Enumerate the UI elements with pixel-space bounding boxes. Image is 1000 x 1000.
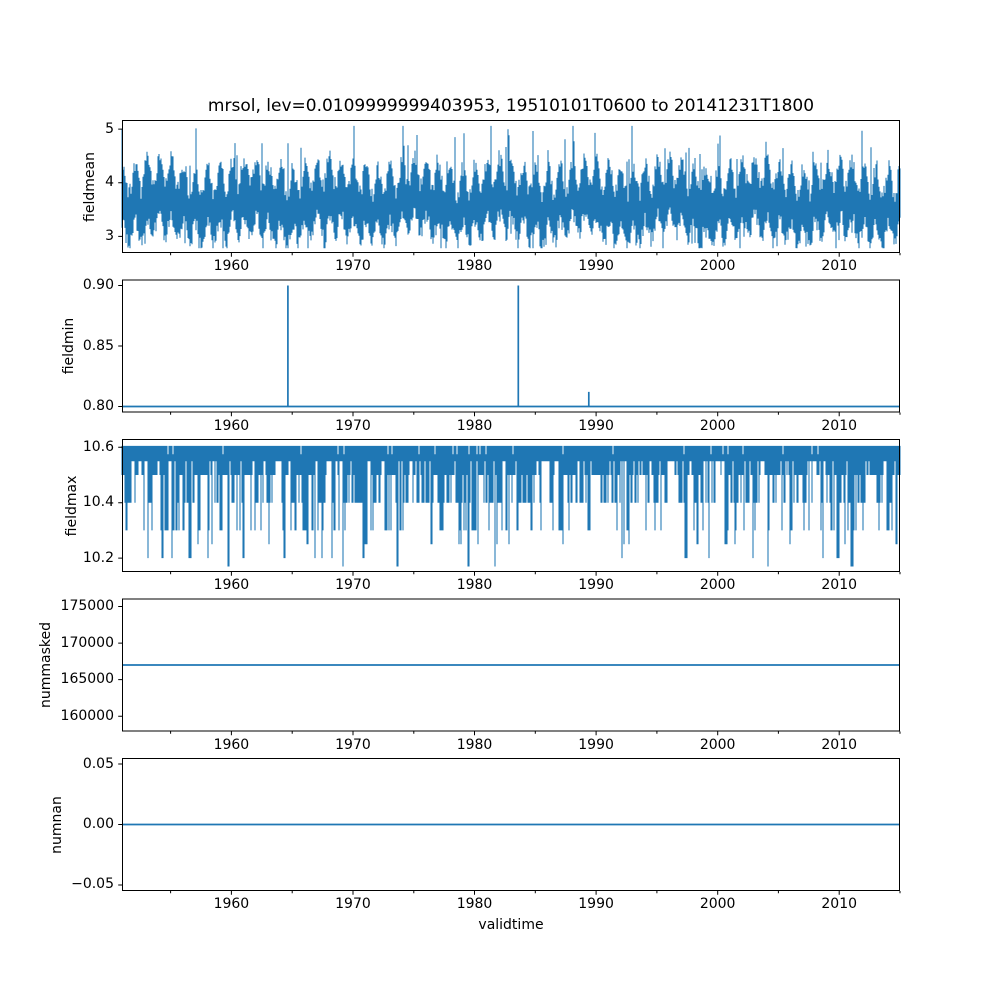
fieldmax-xtick-label-1970: 1970 [335,577,371,593]
fieldmax-xtick-label-1990: 1990 [578,577,614,593]
nummasked-xtick-label-1970: 1970 [335,736,371,753]
nummasked-xtick-label-2010: 2010 [821,736,858,753]
fieldmax-series [121,445,901,567]
numnan-xtick-label-2000: 2000 [699,896,736,912]
nummasked-ytick-label-175000: 175000 [60,598,114,615]
fieldmin-xtick-label-1970: 1970 [335,417,371,434]
nummasked-xtick-label-1990: 1990 [578,736,614,753]
fieldmean-series [121,125,901,249]
fieldmean-xtick-label-1970: 1970 [335,258,371,274]
fieldmin-xtick-label-1990: 1990 [578,417,614,434]
numnan-axes-frame [122,758,900,891]
numnan-xtick-label-1990: 1990 [578,896,614,912]
nummasked-y-axis-label: nummasked [38,621,54,709]
fieldmin-xtick-label-2010: 2010 [821,417,858,434]
x-axis-label: validtime [478,917,544,933]
fieldmax-xtick-label-1980: 1980 [456,577,493,593]
numnan-xtick-label-2010: 2010 [821,896,858,912]
fieldmean-ytick-label-4: 4 [105,174,114,191]
fieldmax-ytick-label-10.6: 10.6 [82,438,114,455]
fieldmax-ticks [118,446,901,576]
fieldmin-ytick-label-0.80: 0.80 [82,397,114,414]
nummasked-ytick-label-170000: 170000 [60,634,114,651]
fieldmin-ytick-label-0.90: 0.90 [82,277,114,294]
numnan-xtick-label-1970: 1970 [335,896,371,912]
numnan-ticks [118,763,901,895]
fieldmean-xtick-label-1980: 1980 [456,258,493,274]
figure-title: mrsol, lev=0.0109999999403953, 19510101T… [207,96,815,116]
fieldmax-xtick-label-1960: 1960 [213,577,250,593]
nummasked-ytick-label-160000: 160000 [60,707,114,724]
fieldmean-ytick-label-3: 3 [105,227,114,244]
fieldmean-ticks [118,128,901,257]
fieldmin-series [122,285,900,408]
numnan-ytick-label-0.00: 0.00 [82,816,114,832]
fieldmin-xtick-label-1980: 1980 [456,417,493,434]
fieldmean-ytick-label-5: 5 [105,120,114,137]
fieldmin-xtick-label-1960: 1960 [213,417,250,434]
fieldmax-ytick-label-10.2: 10.2 [82,549,114,566]
nummasked-ytick-label-165000: 165000 [60,671,114,688]
fieldmax-y-axis-label: fieldmax [64,475,80,536]
nummasked-axes-frame [122,598,900,732]
fieldmean-xtick-label-1990: 1990 [578,258,614,274]
nummasked-xtick-label-2000: 2000 [699,736,736,753]
fieldmean-y-axis-label: fieldmean [82,151,98,222]
fieldmean-xtick-label-1960: 1960 [213,258,250,274]
numnan-y-axis-label: numnan [49,795,65,854]
numnan-xtick-label-1960: 1960 [213,896,250,912]
fieldmax-xtick-label-2010: 2010 [821,577,858,593]
fieldmean-xtick-label-2010: 2010 [821,258,858,274]
nummasked-xtick-label-1960: 1960 [213,736,250,753]
numnan-ytick-label-−0.05: −0.05 [71,876,114,893]
fieldmax-axes-frame [122,439,900,572]
nummasked-ticks [118,606,901,736]
fieldmax-ytick-label-10.4: 10.4 [82,494,114,511]
fieldmin-y-axis-label: fieldmin [61,317,77,375]
fieldmax-xtick-label-2000: 2000 [699,577,736,593]
nummasked-xtick-label-1980: 1980 [456,736,493,753]
numnan-xtick-label-1980: 1980 [456,896,493,912]
fieldmin-ticks [118,285,901,417]
fieldmean-xtick-label-2000: 2000 [699,258,736,274]
fieldmean-axes-frame [122,120,900,253]
numnan-ytick-label-0.05: 0.05 [82,755,114,772]
fieldmin-ytick-label-0.85: 0.85 [82,337,114,354]
fieldmin-axes-frame [122,279,900,413]
fieldmin-xtick-label-2000: 2000 [699,417,736,434]
